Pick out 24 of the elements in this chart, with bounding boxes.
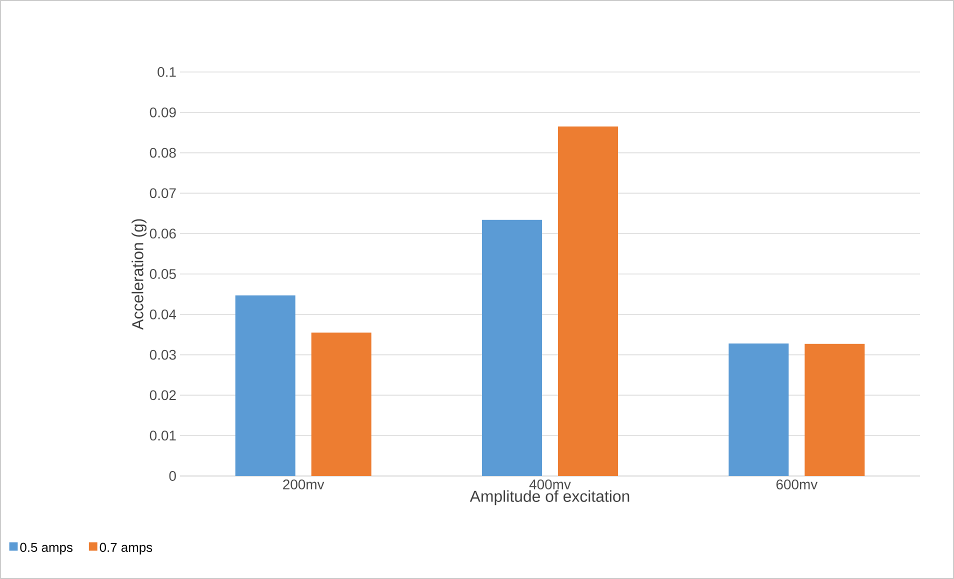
- y-tick-label: 0.07: [150, 188, 176, 198]
- y-axis-title: Acceleration (g): [132, 219, 146, 330]
- y-tick-label: 0.1: [158, 67, 176, 77]
- y-tick-label: 0.08: [150, 148, 176, 158]
- bar: [311, 332, 372, 476]
- bar: [235, 295, 296, 476]
- y-tick-label: 0.02: [150, 390, 176, 400]
- x-tick-label: 200mv: [283, 480, 324, 490]
- legend-label: 0.5 amps: [20, 542, 72, 555]
- y-tick-label: 0.05: [150, 269, 176, 279]
- bar: [558, 126, 618, 476]
- bar: [482, 220, 542, 476]
- y-tick-label: 0.04: [150, 309, 176, 320]
- y-tick-label: 0.06: [150, 228, 176, 239]
- bar: [804, 344, 865, 476]
- x-axis-title: Amplitude of excitation: [470, 490, 630, 506]
- y-tick-label: 0.01: [150, 430, 176, 441]
- y-tick-label: 0: [169, 471, 176, 481]
- legend-label: 0.7 amps: [100, 542, 152, 555]
- bar: [728, 343, 789, 476]
- x-tick-label: 400mv: [529, 480, 571, 490]
- y-tick-label: 0.03: [150, 350, 176, 360]
- y-tick-label: 0.09: [150, 107, 176, 118]
- x-tick-label: 600mv: [776, 480, 818, 490]
